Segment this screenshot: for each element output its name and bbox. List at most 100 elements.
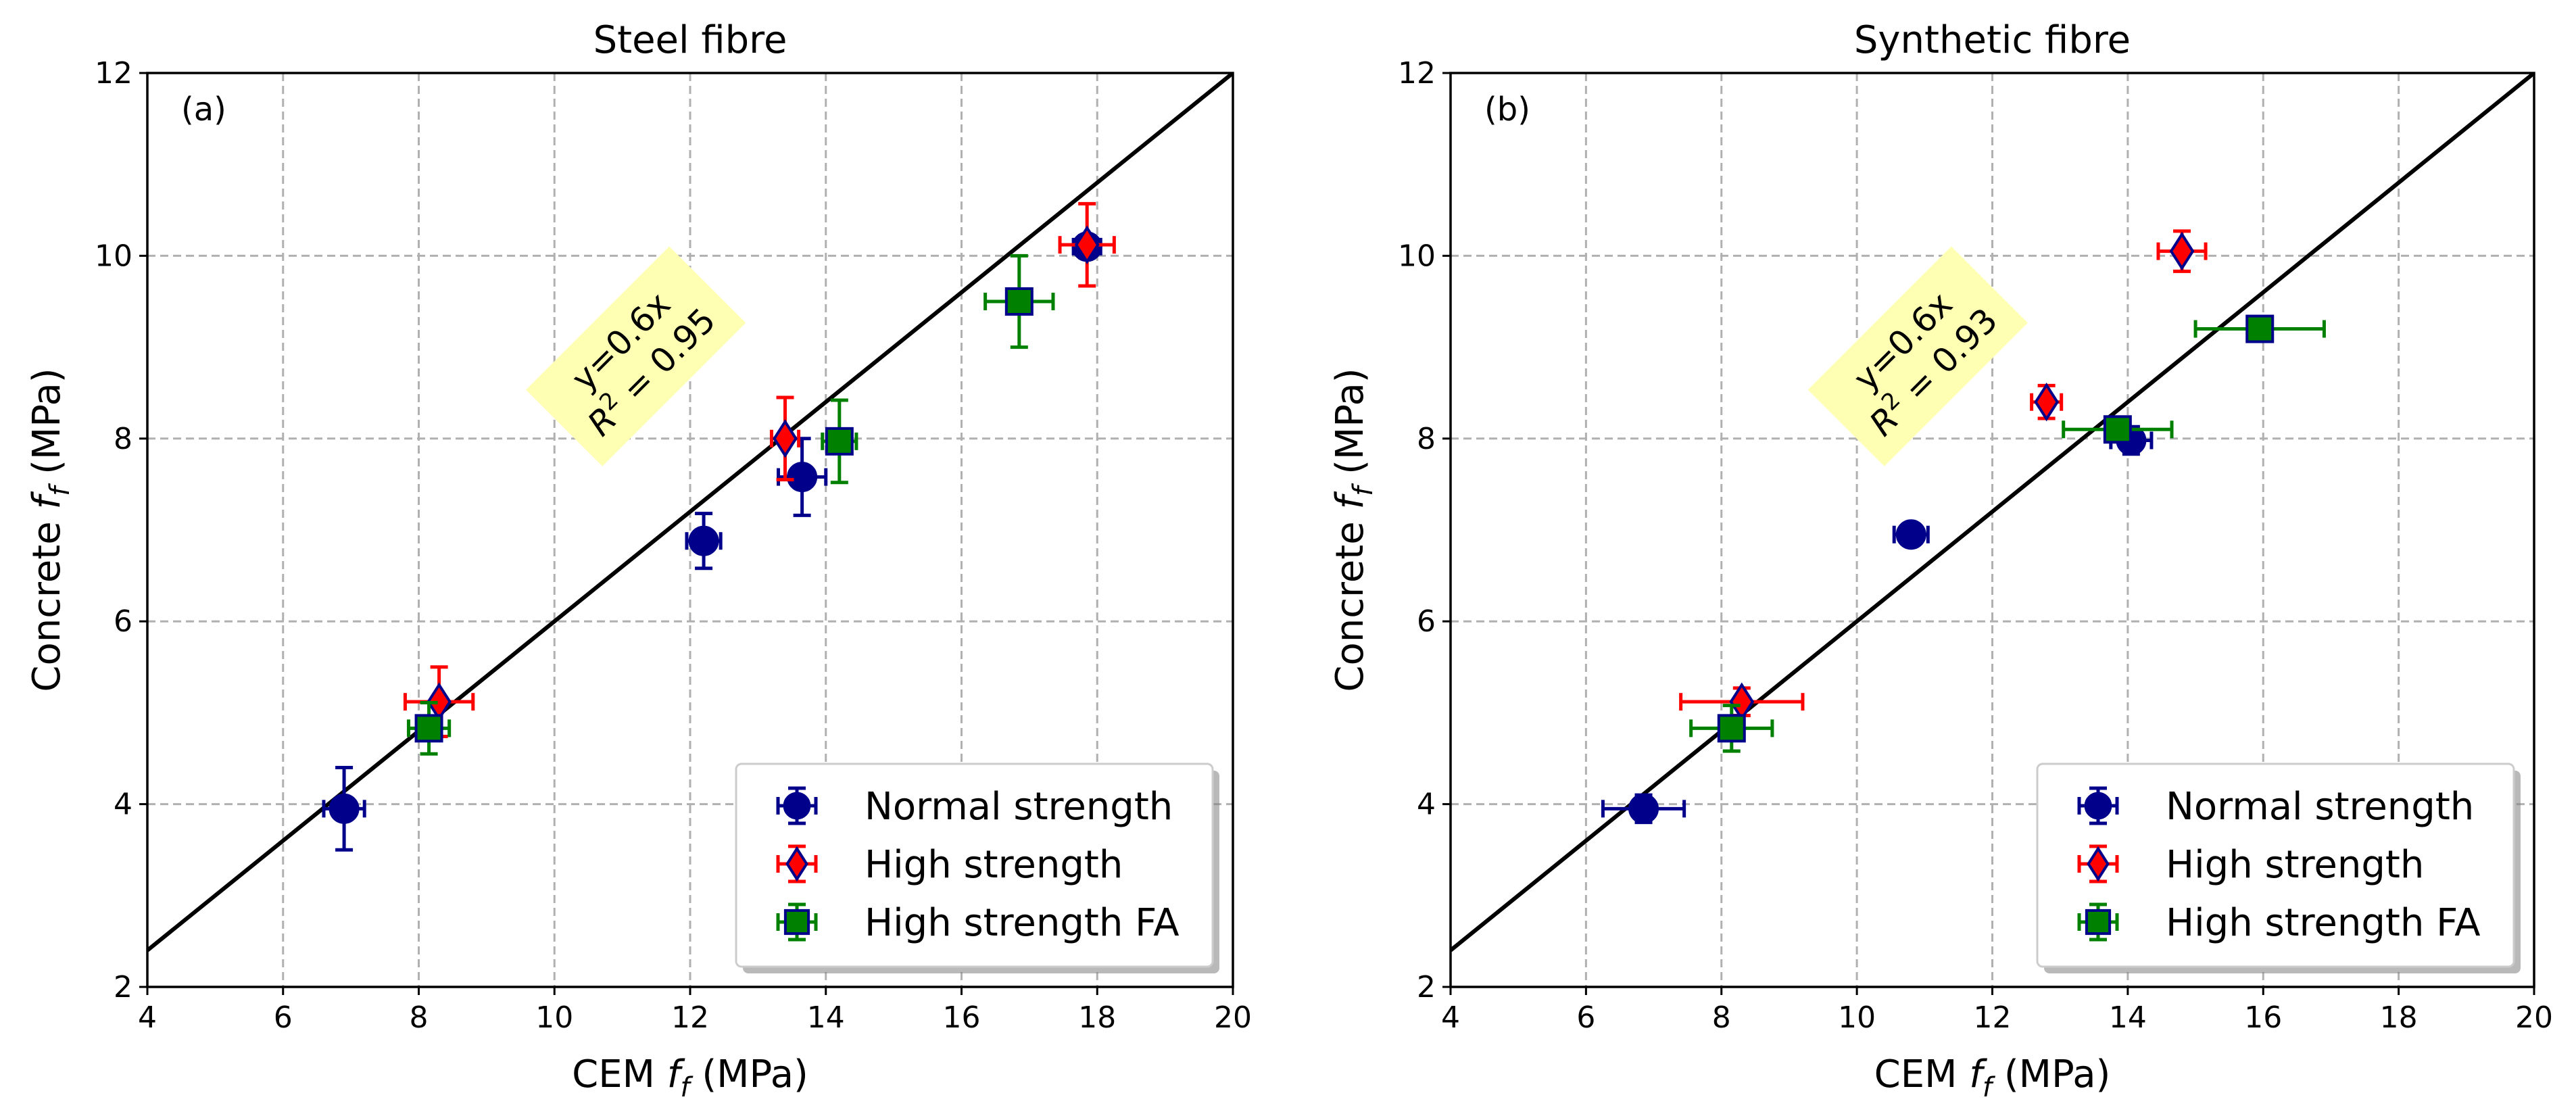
y-tick-label: 4	[1417, 788, 1436, 822]
x-axis-label: CEM ff (MPa)	[1874, 1052, 2111, 1103]
label-prefix: Concrete	[1328, 510, 1372, 692]
data-point	[322, 766, 366, 852]
data-point	[2193, 314, 2326, 343]
x-tick-label: 20	[2515, 1000, 2553, 1035]
legend-box	[2036, 762, 2515, 968]
marker-circle	[1628, 793, 1659, 824]
legend-label: Normal strength	[865, 785, 1173, 829]
y-tick-label: 10	[95, 239, 132, 273]
data-point	[1679, 682, 1805, 721]
label-prefix: Concrete	[25, 510, 69, 692]
data-point	[2062, 415, 2174, 444]
legend-label: High strength	[2166, 843, 2424, 887]
x-tick-label: 8	[1712, 1000, 1731, 1035]
legend-item: High strength	[776, 843, 1123, 887]
x-tick-label: 10	[1838, 1000, 1876, 1035]
y-tick-label: 12	[1398, 56, 1436, 91]
legend-item: Normal strength	[2077, 785, 2474, 829]
y-tick-label: 8	[1417, 422, 1436, 456]
x-tick-label: 14	[807, 1000, 845, 1035]
x-tick-label: 12	[671, 1000, 709, 1035]
x-tick-label: 6	[274, 1000, 293, 1035]
marker-circle	[787, 462, 818, 493]
x-tick-label: 14	[2109, 1000, 2147, 1035]
data-points	[322, 201, 1116, 852]
label-suffix: (MPa)	[25, 368, 69, 486]
data-point	[406, 701, 452, 756]
label-prefix: CEM	[1874, 1052, 1970, 1096]
series-diamond	[1679, 229, 2208, 721]
marker-square	[2245, 314, 2275, 343]
marker-diamond	[2169, 231, 2195, 271]
series-square	[1689, 314, 2326, 753]
label-suffix: (MPa)	[690, 1052, 808, 1096]
y-tick-label: 4	[114, 788, 132, 822]
marker-circle	[1895, 519, 1926, 550]
marker-circle	[329, 793, 360, 824]
chart-title: Steel fibre	[593, 18, 787, 62]
series-circle	[322, 231, 1102, 852]
y-tick-label: 2	[1417, 970, 1436, 1004]
marker-diamond	[773, 419, 798, 458]
fit-line-group	[147, 73, 1233, 952]
legend-label: High strength	[865, 843, 1123, 887]
marker-circle	[688, 525, 719, 556]
legend-marker-circle	[2084, 792, 2112, 820]
data-point	[2030, 383, 2064, 422]
marker-square	[825, 427, 854, 456]
legend-label: High strength FA	[865, 901, 1180, 945]
x-tick-label: 12	[1974, 1000, 2012, 1035]
data-point	[983, 253, 1055, 349]
legend-marker-square	[783, 909, 810, 936]
legend: Normal strength High strength High strengt…	[735, 762, 1219, 973]
x-tick-label: 8	[410, 1000, 429, 1035]
x-tick-label: 10	[535, 1000, 573, 1035]
marker-diamond	[1729, 682, 1755, 721]
x-tick-label: 18	[2380, 1000, 2418, 1035]
data-point	[685, 512, 723, 571]
x-tick-label: 20	[1214, 1000, 1252, 1035]
legend-item: High strength FA	[776, 901, 1180, 945]
data-point	[776, 437, 828, 517]
legend-item: High strength	[2077, 843, 2424, 887]
legend-item: High strength FA	[2077, 901, 2481, 945]
data-point	[1892, 519, 1930, 550]
legend-marker-diamond	[785, 846, 808, 882]
y-axis-label: Concrete ff (MPa)	[1328, 368, 1379, 692]
legend-item: Normal strength	[776, 785, 1173, 829]
legend-box	[735, 762, 1214, 968]
data-point	[821, 398, 858, 485]
legend-label: High strength FA	[2166, 901, 2481, 945]
fit-line	[147, 73, 1233, 952]
series-square	[406, 253, 1055, 756]
y-tick-label: 6	[114, 604, 132, 639]
panel-label: (b)	[1484, 91, 1530, 128]
marker-diamond	[1074, 225, 1100, 264]
x-tick-label: 16	[943, 1000, 981, 1035]
y-tick-label: 12	[95, 56, 132, 91]
y-tick-label: 10	[1398, 239, 1436, 273]
label-suffix: (MPa)	[1328, 368, 1372, 486]
data-point	[1601, 793, 1686, 825]
x-tick-label: 16	[2244, 1000, 2282, 1035]
chart-title: Synthetic fibre	[1854, 18, 2131, 62]
marker-diamond	[2034, 383, 2060, 422]
marker-square	[1004, 287, 1034, 316]
marker-square	[1717, 714, 1746, 743]
annotation-background	[1807, 246, 2028, 466]
legend-marker-circle	[783, 792, 811, 820]
x-tick-label: 4	[1441, 1000, 1460, 1035]
legend-marker-square	[2085, 909, 2112, 936]
data-point	[769, 395, 801, 482]
data-points	[1601, 229, 2326, 825]
legend-marker-diamond	[2087, 846, 2110, 882]
x-axis-label: CEM ff (MPa)	[572, 1052, 808, 1103]
marker-square	[414, 714, 443, 743]
